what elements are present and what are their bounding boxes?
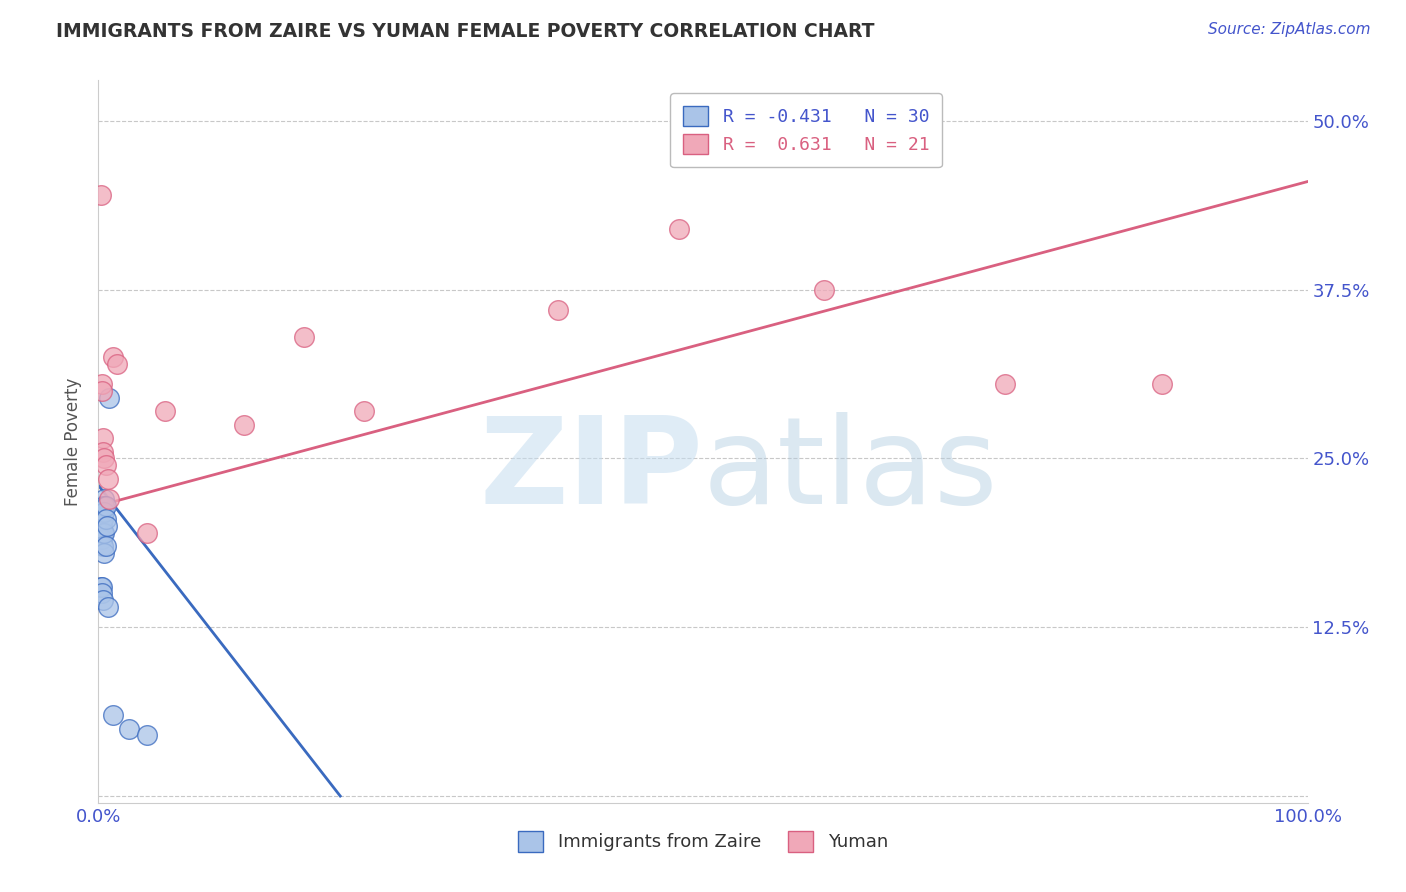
Point <box>93 451 115 466</box>
Point <box>90 580 112 594</box>
Point <box>91 580 114 594</box>
Point <box>93 525 115 540</box>
Point <box>91 586 114 600</box>
Point <box>94 458 117 472</box>
Point <box>91 525 114 540</box>
Point <box>93 491 115 506</box>
Point <box>101 350 124 364</box>
Point <box>813 283 835 297</box>
Text: IMMIGRANTS FROM ZAIRE VS YUMAN FEMALE POVERTY CORRELATION CHART: IMMIGRANTS FROM ZAIRE VS YUMAN FEMALE PO… <box>56 22 875 41</box>
Point <box>91 499 114 513</box>
Point <box>668 222 690 236</box>
Point <box>232 417 254 432</box>
Point <box>153 404 176 418</box>
Point <box>135 525 157 540</box>
Point <box>98 391 121 405</box>
Point <box>91 431 114 445</box>
Point <box>994 377 1017 392</box>
Point <box>91 505 114 519</box>
Point <box>91 384 114 398</box>
Text: ZIP: ZIP <box>479 412 703 529</box>
Point <box>105 357 128 371</box>
Point <box>90 512 112 526</box>
Point <box>90 188 112 202</box>
Point <box>98 491 121 506</box>
Point <box>101 708 124 723</box>
Point <box>135 728 157 742</box>
Point <box>91 499 114 513</box>
Point <box>94 512 117 526</box>
Point <box>91 512 114 526</box>
Point <box>97 599 120 614</box>
Point <box>96 519 118 533</box>
Point <box>91 533 114 547</box>
Text: Source: ZipAtlas.com: Source: ZipAtlas.com <box>1208 22 1371 37</box>
Point <box>353 404 375 418</box>
Point <box>91 444 114 458</box>
Point <box>91 519 114 533</box>
Point <box>90 525 112 540</box>
Point <box>91 377 114 392</box>
Legend: Immigrants from Zaire, Yuman: Immigrants from Zaire, Yuman <box>510 823 896 859</box>
Point <box>97 472 120 486</box>
Point <box>91 539 114 553</box>
Point <box>91 505 114 519</box>
Point <box>91 593 114 607</box>
Point <box>94 539 117 553</box>
Y-axis label: Female Poverty: Female Poverty <box>65 377 83 506</box>
Point <box>1152 377 1174 392</box>
Point <box>292 330 315 344</box>
Text: atlas: atlas <box>703 412 998 529</box>
Point <box>93 546 115 560</box>
Point <box>93 499 115 513</box>
Point <box>94 499 117 513</box>
Point <box>547 302 569 317</box>
Point <box>93 505 115 519</box>
Point <box>118 722 141 736</box>
Point <box>91 512 114 526</box>
